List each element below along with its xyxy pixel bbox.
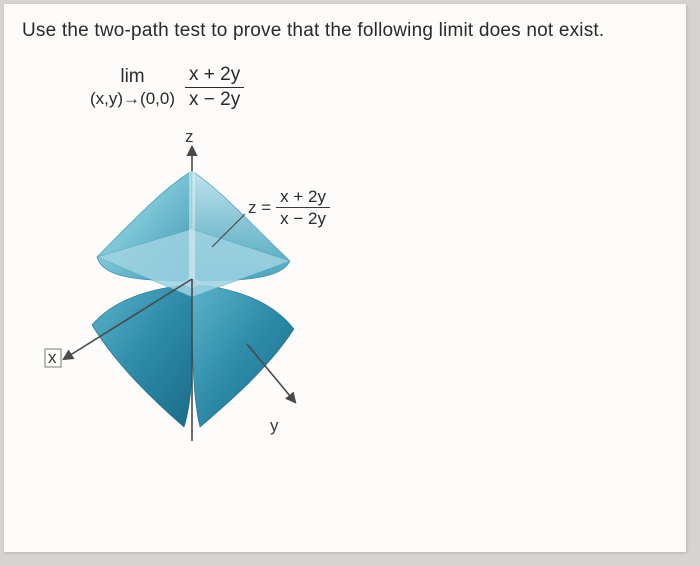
document-page: Use the two-path test to prove that the …	[4, 4, 686, 552]
limit-denominator: x − 2y	[185, 87, 244, 111]
question-prompt: Use the two-path test to prove that the …	[22, 20, 668, 42]
equation-fraction: x + 2y x − 2y	[276, 187, 330, 229]
surface-lower-right	[192, 285, 294, 427]
equation-denominator: x − 2y	[276, 207, 330, 229]
surface-plot: z x y z = x + 2y x − 2y	[42, 129, 372, 459]
equation-numerator: x + 2y	[276, 187, 330, 208]
equation-prefix: z =	[248, 198, 271, 218]
limit-fraction: x + 2y x − 2y	[185, 64, 244, 111]
limit-numerator: x + 2y	[185, 64, 244, 87]
lim-subscript: (x,y)→(0,0)	[90, 89, 175, 109]
lim-text: lim	[120, 66, 144, 89]
surface-lower-left	[92, 285, 193, 427]
surface-svg	[42, 129, 372, 459]
limit-operator: lim (x,y)→(0,0)	[90, 66, 175, 109]
limit-expression: lim (x,y)→(0,0) x + 2y x − 2y	[90, 64, 668, 111]
surface-equation: z = x + 2y x − 2y	[248, 187, 330, 229]
z-axis-label: z	[185, 127, 194, 147]
x-axis-label: x	[48, 348, 57, 368]
surface-z-highlight	[189, 171, 195, 279]
y-axis-label: y	[270, 416, 279, 436]
